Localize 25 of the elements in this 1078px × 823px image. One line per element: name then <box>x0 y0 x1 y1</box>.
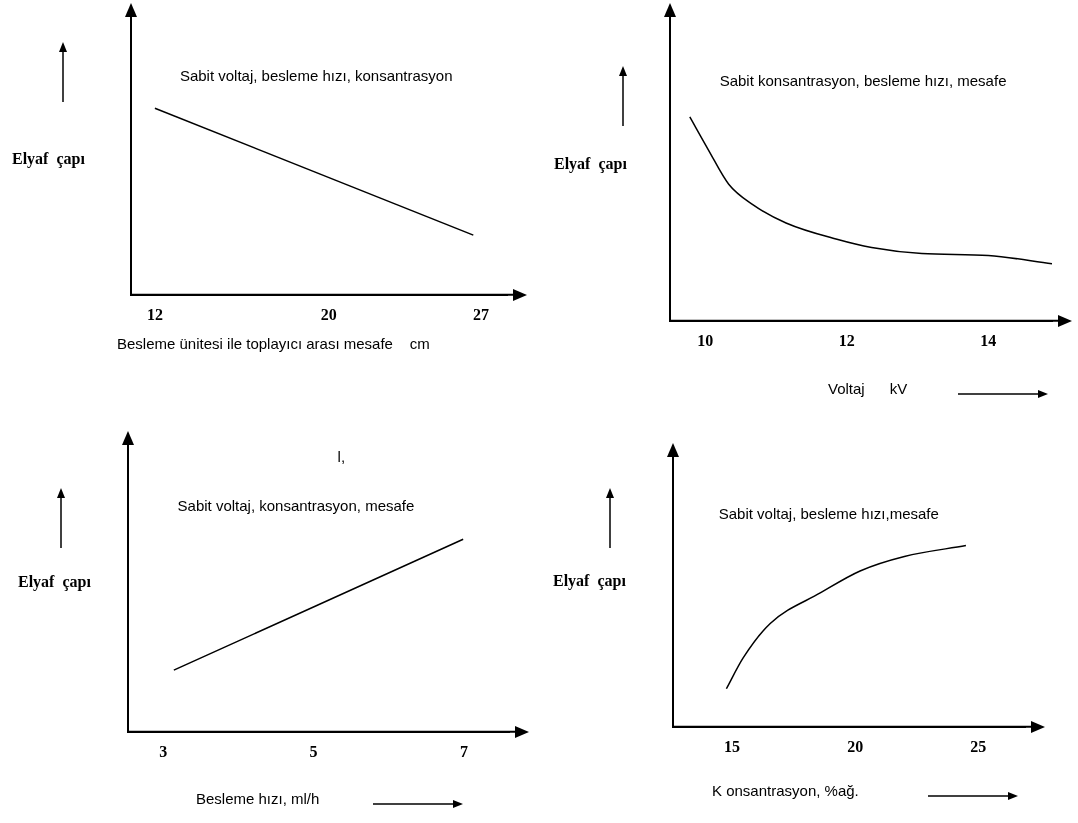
x-axis-title: K onsantrasyon, %ağ. <box>712 782 859 799</box>
x-tick-label: 20 <box>847 737 864 755</box>
text: Sabit voltaj, besleme hızı, konsantrasyon <box>179 66 453 84</box>
x-tick-label: 27 <box>472 305 489 323</box>
x-tick-label: 7 <box>459 742 468 760</box>
x-tick-label: 5 <box>309 742 318 760</box>
y-axis-title: Elyaf çapı <box>12 150 85 168</box>
text: l, <box>337 447 346 465</box>
x-tick-label: 3 <box>159 742 168 760</box>
y-axis-title: Elyaf çapı <box>18 573 91 591</box>
x-tick-label: 14 <box>980 331 997 349</box>
x-tick-label: 10 <box>697 331 714 349</box>
x-tick-label: 15 <box>724 737 741 755</box>
x-tick-label: 25 <box>970 737 987 755</box>
text: Sabit konsantrasyon, besleme hızı, mesafe <box>719 72 1007 90</box>
text: Sabit voltaj, konsantrasyon, mesafe <box>177 496 415 514</box>
y-axis-title: Elyaf çapı <box>554 155 627 173</box>
y-axis-title: Elyaf çapı <box>553 572 626 590</box>
x-tick-label: 20 <box>320 305 337 323</box>
x-axis-title: Besleme ünitesi ile toplayıcı arası mesafe cm <box>117 335 430 352</box>
x-tick-label: 12 <box>838 331 855 349</box>
x-tick-label: 12 <box>146 305 163 323</box>
x-axis-title: Besleme hızı, ml/h <box>196 790 320 807</box>
x-axis-title: Voltaj kV <box>828 380 908 397</box>
text: Sabit voltaj, besleme hızı,mesafe <box>718 504 939 522</box>
